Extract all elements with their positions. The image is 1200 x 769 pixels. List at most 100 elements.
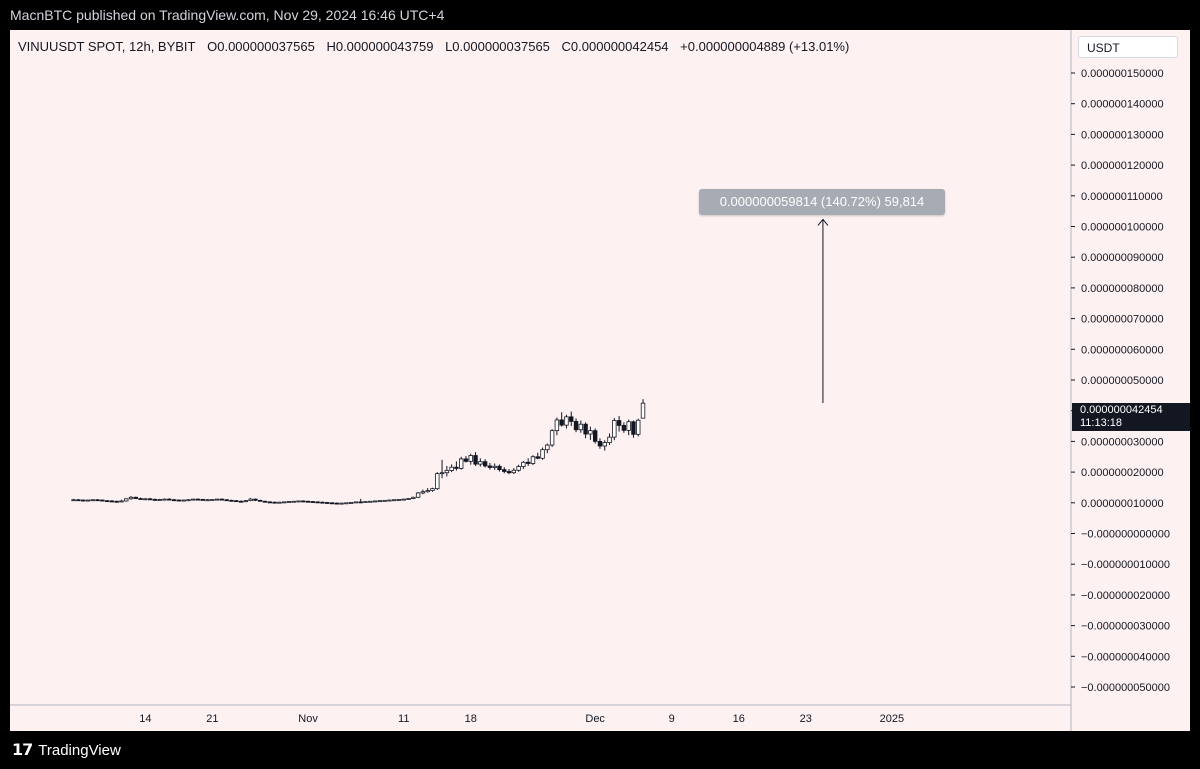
candle-body bbox=[334, 502, 339, 505]
candle-body bbox=[478, 461, 483, 465]
candle bbox=[415, 492, 421, 498]
ohlc-high: H0.000000043759 bbox=[326, 39, 434, 54]
candle-body bbox=[640, 402, 646, 419]
candle bbox=[545, 443, 550, 454]
candle-body bbox=[329, 502, 335, 505]
ohlc-change: +0.000000004889 (+13.01%) bbox=[680, 39, 850, 54]
candle-body bbox=[597, 440, 603, 447]
candle-body bbox=[377, 500, 383, 503]
price-tick-label: 0.000000090000 bbox=[1081, 252, 1164, 264]
price-axis[interactable]: 0.000000150000 0.000000140000 0.0000001300… bbox=[1070, 30, 1170, 731]
candle bbox=[458, 456, 464, 470]
time-axis[interactable]: 14 21 Nov 11 18 Dec 9 16 23 2025 bbox=[10, 704, 1071, 725]
candle bbox=[277, 501, 282, 504]
candle bbox=[368, 500, 373, 503]
candle-body bbox=[420, 491, 426, 494]
chart-frame[interactable]: 0.000000150000 0.000000140000 0.0000001300… bbox=[10, 30, 1190, 731]
candle-body bbox=[344, 502, 349, 505]
candle bbox=[291, 500, 296, 503]
candle-body bbox=[200, 499, 205, 501]
candle-body bbox=[210, 499, 215, 501]
candle-body bbox=[621, 425, 627, 431]
candle-body bbox=[372, 500, 378, 503]
candle bbox=[439, 459, 445, 479]
candle-body bbox=[128, 496, 134, 500]
candle bbox=[281, 501, 287, 504]
price-tick-label: 0.000000020000 bbox=[1081, 467, 1164, 479]
candle-body bbox=[358, 501, 363, 504]
price-tick-label: 0.000000100000 bbox=[1081, 222, 1164, 234]
candle bbox=[181, 499, 186, 502]
candle-body bbox=[167, 498, 172, 501]
candle-body bbox=[588, 430, 593, 435]
candle bbox=[621, 422, 627, 433]
measure-label[interactable]: 0.000000059814 (140.72%) 59,814 bbox=[699, 189, 945, 215]
candle bbox=[339, 502, 344, 505]
candle-body bbox=[454, 466, 459, 469]
candle bbox=[147, 497, 153, 501]
candle bbox=[578, 420, 584, 433]
candle bbox=[258, 499, 263, 502]
candle bbox=[167, 498, 172, 501]
candle-body bbox=[506, 471, 512, 474]
candle-body bbox=[238, 500, 244, 503]
candle bbox=[124, 498, 129, 502]
candle-body bbox=[430, 488, 435, 491]
candle bbox=[612, 418, 617, 441]
candle bbox=[128, 496, 134, 500]
ohlc-close: C0.000000042454 bbox=[561, 39, 669, 54]
candle-body bbox=[435, 473, 440, 490]
candle-body bbox=[449, 466, 454, 471]
candle bbox=[176, 499, 182, 502]
candle bbox=[583, 422, 588, 439]
candle-body bbox=[569, 416, 574, 422]
time-tick-label: 23 bbox=[800, 713, 812, 725]
candle bbox=[358, 498, 363, 504]
ohlc-low: L0.000000037565 bbox=[445, 39, 550, 54]
candle-body bbox=[176, 499, 182, 502]
candle-body bbox=[578, 423, 584, 431]
candle bbox=[631, 420, 636, 438]
time-tick-label: 11 bbox=[398, 713, 409, 725]
candle-body bbox=[463, 458, 469, 462]
symbol-name[interactable]: VINUUSDT SPOT, 12h, BYBIT bbox=[18, 39, 196, 54]
candle bbox=[511, 468, 517, 474]
candlestick-chart[interactable]: 0.000000150000 0.000000140000 0.0000001300… bbox=[10, 30, 1190, 731]
candle bbox=[626, 419, 631, 436]
candle-body bbox=[147, 498, 153, 501]
candle-body bbox=[296, 500, 301, 503]
price-tick-label: 0.000000060000 bbox=[1081, 344, 1164, 356]
currency-selector[interactable]: USDT bbox=[1078, 36, 1178, 58]
candle bbox=[272, 501, 277, 504]
candle bbox=[143, 498, 148, 501]
candle-body bbox=[262, 500, 268, 503]
candle bbox=[449, 464, 454, 473]
candle-body bbox=[109, 500, 115, 503]
candle-body bbox=[592, 430, 598, 442]
symbol-legend: VINUUSDT SPOT, 12h, BYBIT O0.00000003756… bbox=[18, 39, 857, 54]
measure-tool[interactable] bbox=[817, 218, 829, 404]
candle bbox=[401, 498, 406, 501]
candle bbox=[435, 472, 440, 490]
candle bbox=[85, 499, 91, 502]
plot-area[interactable] bbox=[71, 399, 646, 505]
candle-body bbox=[248, 498, 253, 502]
price-tick-label: 0.000000140000 bbox=[1081, 99, 1164, 111]
candle bbox=[191, 498, 196, 501]
candle bbox=[406, 498, 411, 500]
candle bbox=[310, 500, 316, 503]
candle-body bbox=[411, 496, 416, 499]
candle-body bbox=[535, 456, 540, 459]
candle-body bbox=[425, 490, 430, 493]
candle bbox=[391, 499, 397, 502]
time-tick-label: Dec bbox=[585, 713, 605, 725]
tradingview-logo-icon: 𝟭𝟳 bbox=[12, 742, 33, 759]
candle bbox=[162, 498, 167, 501]
candle bbox=[210, 499, 215, 501]
tradingview-brand[interactable]: 𝟭𝟳 TradingView bbox=[12, 740, 121, 760]
price-tick-label: −0.000000020000 bbox=[1081, 590, 1170, 602]
candle bbox=[253, 498, 258, 501]
candle bbox=[109, 500, 115, 503]
candle-body bbox=[530, 456, 536, 464]
candle-body bbox=[186, 499, 191, 502]
